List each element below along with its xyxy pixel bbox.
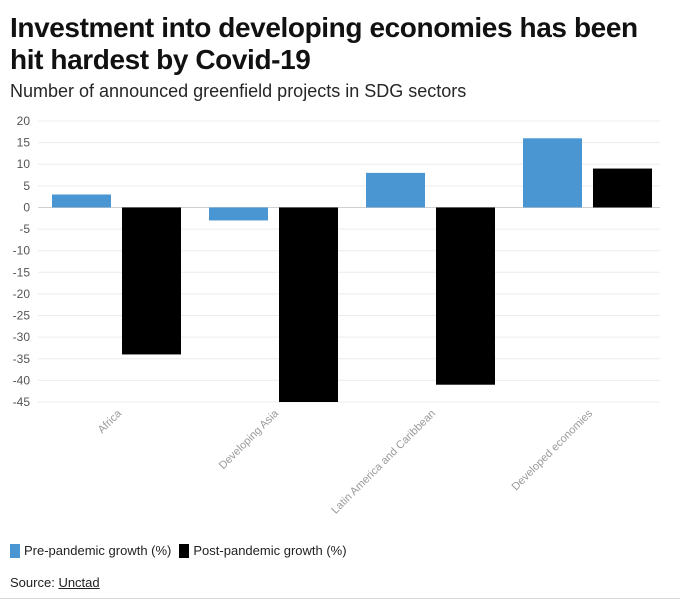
legend-item-post: Post-pandemic growth (%): [179, 543, 347, 558]
divider: [0, 598, 680, 599]
y-tick-label: -35: [13, 352, 31, 366]
x-category-label: Developing Asia: [217, 407, 282, 472]
x-category-label: Africa: [96, 407, 125, 436]
legend-swatch-post: [179, 543, 190, 558]
bar-pre-pandemic: [209, 207, 268, 221]
legend-item-pre: Pre-pandemic growth (%): [10, 543, 171, 558]
y-tick-label: -15: [13, 265, 31, 279]
y-tick-label: -25: [13, 309, 31, 323]
y-tick-label: 0: [23, 200, 30, 214]
y-tick-label: 10: [17, 157, 31, 171]
bar-pre-pandemic: [52, 194, 111, 208]
chart-title: Investment into developing economies has…: [10, 12, 638, 75]
bar-pre-pandemic: [366, 172, 425, 208]
bar-pre-pandemic: [523, 138, 582, 208]
y-tick-label: -40: [13, 373, 31, 387]
legend-label-pre: Pre-pandemic growth (%): [24, 543, 172, 558]
bar-post-pandemic: [436, 207, 495, 385]
y-axis-ticks: 20 15 10 5 0 -5 -10 -15 -20 -25 -30 -35 -40 -45: [13, 114, 31, 409]
y-tick-label: 5: [23, 179, 30, 193]
chart-subtitle: Number of announced greenfield projects …: [10, 81, 467, 101]
legend-label-post: Post-pandemic growth (%): [193, 543, 347, 558]
x-category-label: Latin America and Caribbean: [329, 408, 438, 517]
source-link[interactable]: Unctad: [58, 575, 100, 590]
legend: Pre-pandemic growth (%) Post-pandemic gr…: [10, 543, 355, 558]
bars: [52, 138, 652, 402]
y-tick-label: -30: [13, 330, 31, 344]
y-tick-label: 20: [17, 114, 31, 128]
bar-chart: 20 15 10 5 0 -5 -10 -15 -20 -25 -30 -35 -40 -45 Afric…: [13, 114, 660, 516]
x-axis-labels: Africa Developing Asia Latin America and C…: [96, 407, 596, 516]
bar-post-pandemic: [279, 207, 338, 402]
bar-post-pandemic: [122, 207, 181, 355]
y-tick-label: -45: [13, 395, 31, 409]
y-tick-label: -20: [13, 287, 31, 301]
source-line: Source: Unctad: [10, 575, 100, 590]
legend-swatch-pre: [10, 543, 20, 558]
y-tick-label: -10: [13, 244, 31, 258]
source-label: Source:: [10, 575, 55, 590]
y-tick-label: -5: [19, 222, 30, 236]
x-category-label: Developed economies: [510, 407, 596, 493]
bar-post-pandemic: [593, 168, 652, 208]
y-tick-label: 15: [17, 136, 31, 150]
